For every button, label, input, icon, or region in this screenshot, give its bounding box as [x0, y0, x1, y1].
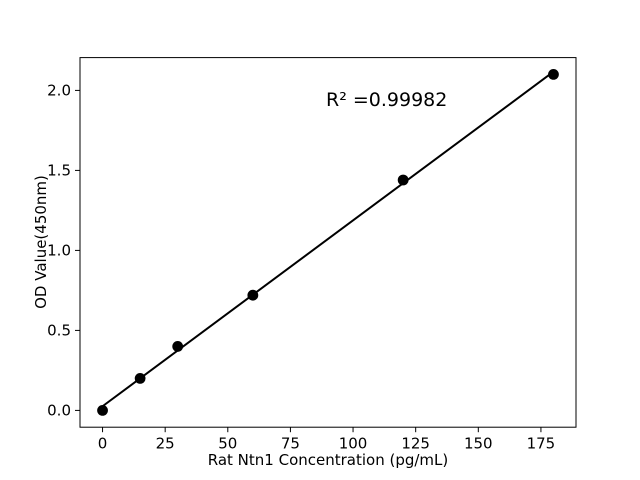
data-point — [247, 289, 259, 301]
x-tick-label: 75 — [281, 435, 300, 453]
regression-line — [101, 70, 555, 408]
y-tick-label: 0.5 — [47, 322, 71, 340]
data-point — [172, 341, 184, 352]
y-tick-label: 1.5 — [47, 162, 71, 180]
x-tick-label: 175 — [527, 435, 556, 453]
x-tick-label: 100 — [339, 435, 368, 453]
r-squared-annotation: R² =0.99982 — [326, 89, 448, 111]
y-tick-label: 2.0 — [47, 82, 71, 100]
x-axis-label: Rat Ntn1 Concentration (pg/mL) — [207, 451, 449, 469]
x-tick-label: 150 — [464, 435, 493, 453]
plot-border — [79, 57, 577, 428]
data-point — [134, 373, 146, 384]
y-tick-label: 0.0 — [47, 402, 71, 420]
data-point — [97, 405, 108, 416]
x-tick-label: 125 — [401, 435, 430, 453]
y-axis-label: OD Value(450nm) — [32, 175, 50, 309]
x-tick-label: 25 — [156, 435, 175, 453]
x-tick-label: 0 — [98, 435, 108, 453]
y-tick-label: 1.0 — [47, 242, 71, 260]
data-point — [548, 69, 559, 80]
data-point — [397, 174, 409, 186]
x-tick-label: 50 — [218, 435, 237, 453]
